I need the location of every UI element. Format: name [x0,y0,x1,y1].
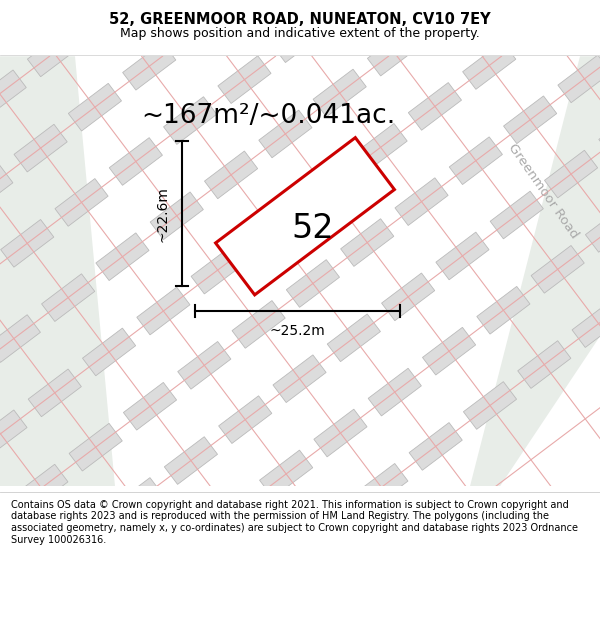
Polygon shape [341,219,394,266]
Text: ~22.6m: ~22.6m [155,186,169,242]
Polygon shape [150,192,203,239]
Polygon shape [314,409,367,457]
Polygon shape [409,82,461,130]
Polygon shape [82,0,135,36]
Polygon shape [503,96,557,144]
Polygon shape [490,191,544,239]
Polygon shape [0,70,26,118]
Polygon shape [122,42,176,90]
Polygon shape [218,396,272,444]
Text: Map shows position and indicative extent of the property.: Map shows position and indicative extent… [120,27,480,39]
Polygon shape [28,369,82,417]
Polygon shape [382,273,435,321]
Polygon shape [41,274,95,321]
Text: ~167m²/~0.041ac.: ~167m²/~0.041ac. [141,103,395,129]
Polygon shape [301,504,353,552]
Polygon shape [218,56,271,104]
Polygon shape [56,519,109,566]
Polygon shape [0,165,13,213]
Polygon shape [1,219,54,267]
Polygon shape [245,206,299,253]
Polygon shape [313,69,366,117]
Polygon shape [409,422,462,470]
Polygon shape [272,15,325,63]
Polygon shape [205,491,259,539]
Polygon shape [0,410,27,458]
Polygon shape [68,83,122,131]
Polygon shape [422,0,475,35]
Polygon shape [110,478,163,525]
Polygon shape [463,42,516,89]
Polygon shape [164,97,217,144]
Polygon shape [470,56,600,486]
Text: 52, GREENMOOR ROAD, NUNEATON, CV10 7EY: 52, GREENMOOR ROAD, NUNEATON, CV10 7EY [109,12,491,27]
Polygon shape [354,124,407,171]
Polygon shape [259,110,312,158]
Text: Greenmoor Road: Greenmoor Road [505,141,581,241]
Polygon shape [286,259,340,308]
Polygon shape [96,233,149,281]
Polygon shape [586,204,600,252]
Polygon shape [599,109,600,157]
Polygon shape [177,1,230,49]
Polygon shape [15,464,68,512]
Polygon shape [355,464,408,511]
Polygon shape [164,437,218,484]
Polygon shape [55,179,108,226]
Polygon shape [205,151,257,199]
Polygon shape [572,300,600,348]
Polygon shape [178,341,231,389]
Polygon shape [232,301,285,348]
Polygon shape [215,138,394,295]
Polygon shape [0,505,14,553]
Polygon shape [367,28,421,76]
Polygon shape [463,382,517,429]
Polygon shape [14,124,67,172]
Polygon shape [109,138,163,185]
Polygon shape [191,246,244,294]
Polygon shape [368,368,421,416]
Polygon shape [477,286,530,334]
Polygon shape [273,355,326,402]
Text: Contains OS data © Crown copyright and database right 2021. This information is : Contains OS data © Crown copyright and d… [11,500,578,544]
Polygon shape [28,29,80,77]
Polygon shape [326,0,380,22]
Polygon shape [0,56,115,486]
Polygon shape [422,328,476,375]
Polygon shape [124,382,176,430]
Polygon shape [436,232,489,280]
Polygon shape [137,288,190,335]
Polygon shape [517,1,570,48]
Polygon shape [544,150,598,198]
Polygon shape [0,0,40,22]
Text: ~25.2m: ~25.2m [269,324,325,338]
Polygon shape [558,55,600,102]
Polygon shape [395,177,448,226]
Polygon shape [531,246,584,293]
Polygon shape [327,314,380,362]
Polygon shape [260,450,313,498]
Polygon shape [82,328,136,376]
Polygon shape [300,164,353,212]
Polygon shape [518,341,571,388]
Polygon shape [69,423,122,471]
Polygon shape [0,315,40,362]
Polygon shape [449,137,502,184]
Text: 52: 52 [292,212,334,245]
